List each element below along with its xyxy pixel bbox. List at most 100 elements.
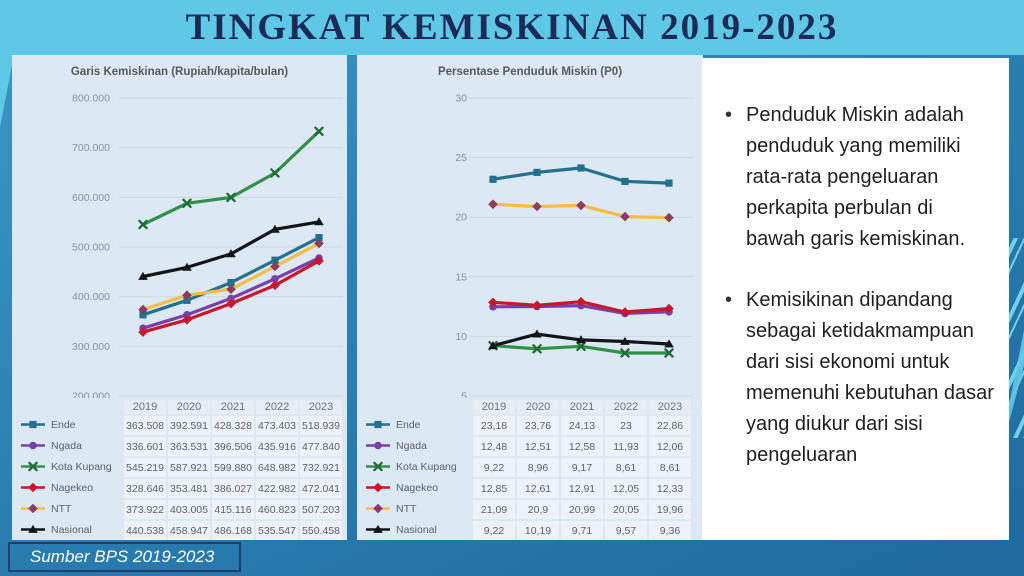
series-name: Nasional — [396, 523, 437, 536]
page-title: TINGKAT KEMISKINAN 2019-2023 — [185, 7, 839, 48]
table-cell: 392.591 — [166, 414, 210, 435]
series-name: Ende — [396, 418, 421, 431]
table-cell: 9,17 — [559, 456, 603, 477]
bullet-icon: • — [725, 104, 733, 126]
table-cell: 507.203 — [298, 498, 342, 519]
table-cell: 23,76 — [515, 414, 559, 435]
series-name: NTT — [51, 502, 72, 515]
notes-bullet-list: • Penduduk Miskin adalah penduduk yang m… — [702, 58, 1009, 471]
table-cell: 9,22 — [471, 519, 515, 540]
table-cell: 386.027 — [210, 477, 254, 498]
table-cell: 20,05 — [603, 498, 647, 519]
svg-text:700.000: 700.000 — [72, 142, 110, 154]
legend-item: Ende — [18, 414, 122, 435]
table-cell: 518.939 — [298, 414, 342, 435]
legend-item: Kota Kupang — [18, 456, 122, 477]
year-header: 2020 — [515, 398, 559, 414]
series-name: Ngada — [51, 439, 82, 452]
table-cell: 20,9 — [515, 498, 559, 519]
svg-text:10: 10 — [455, 331, 467, 343]
table-cell: 23 — [603, 414, 647, 435]
diagonal-stripes-decoration — [1007, 238, 1024, 438]
garis-kemiskinan-line-chart: 800.000 700.000 600.000 500.000 400.000 300.0… — [72, 93, 343, 398]
table-cell: 403.005 — [166, 498, 210, 519]
garis-kemiskinan-data-table: 2019 2020 2021 2022 2023 Ende 363.508 392.591 42… — [18, 398, 342, 540]
svg-text:300.000: 300.000 — [72, 341, 110, 353]
series-name: Ngada — [396, 439, 427, 452]
svg-text:30: 30 — [455, 93, 467, 105]
legend-marker-icon — [366, 441, 390, 450]
table-cell: 8,61 — [647, 456, 691, 477]
legend-marker-icon — [21, 482, 45, 493]
note-text: Penduduk Miskin adalah penduduk yang mem… — [746, 104, 965, 250]
svg-text:15: 15 — [455, 271, 467, 283]
table-cell: 545.219 — [122, 456, 166, 477]
table-cell: 11,93 — [603, 435, 647, 456]
legend-marker-icon — [21, 420, 45, 429]
table-cell: 19,96 — [647, 498, 691, 519]
series-name: Nasional — [51, 523, 92, 536]
table-cell: 8,96 — [515, 456, 559, 477]
table-cell: 21,09 — [471, 498, 515, 519]
legend-item: Ngada — [18, 435, 122, 456]
table-cell: 12,33 — [647, 477, 691, 498]
svg-text:800.000: 800.000 — [72, 93, 110, 105]
table-cell: 422.982 — [254, 477, 298, 498]
legend-marker-icon — [366, 420, 390, 429]
table-cell: 473.403 — [254, 414, 298, 435]
table-cell: 440.538 — [122, 519, 166, 540]
legend-item: NTT — [363, 498, 471, 519]
bullet-icon: • — [725, 289, 733, 311]
table-cell: 353.481 — [166, 477, 210, 498]
svg-text:25: 25 — [455, 152, 467, 164]
legend-item: Nasional — [363, 519, 471, 540]
table-cell: 12,85 — [471, 477, 515, 498]
legend-marker-icon — [21, 524, 45, 533]
table-corner — [18, 398, 122, 414]
table-cell: 22,86 — [647, 414, 691, 435]
table-cell: 458.947 — [166, 519, 210, 540]
chart-panel-garis-kemiskinan: 800.000 700.000 600.000 500.000 400.000 300.0… — [12, 55, 347, 540]
svg-text:20: 20 — [455, 212, 467, 224]
legend-item: Ende — [363, 414, 471, 435]
persentase-miskin-data-table: 2019 2020 2021 2022 2023 Ende 23,18 23,76 24,13 2… — [363, 398, 691, 540]
table-cell: 9,36 — [647, 519, 691, 540]
notes-panel: • Penduduk Miskin adalah penduduk yang m… — [702, 58, 1009, 540]
table-cell: 9,71 — [559, 519, 603, 540]
source-label-box: Sumber BPS 2019-2023 — [8, 542, 241, 572]
note-text: Kemisikinan dipandang sebagai ketidakmam… — [746, 289, 994, 466]
persentase-miskin-line-chart: 30 25 20 15 10 5 — [455, 93, 693, 398]
year-header: 2022 — [254, 398, 298, 414]
table-cell: 472.041 — [298, 477, 342, 498]
table-cell: 12,06 — [647, 435, 691, 456]
table-cell: 12,51 — [515, 435, 559, 456]
table-cell: 336.601 — [122, 435, 166, 456]
table-cell: 12,91 — [559, 477, 603, 498]
legend-item: Ngada — [363, 435, 471, 456]
legend-marker-icon — [21, 441, 45, 450]
table-cell: 486.168 — [210, 519, 254, 540]
year-header: 2019 — [471, 398, 515, 414]
note-item: • Kemisikinan dipandang sebagai ketidakm… — [722, 285, 995, 471]
title-band: TINGKAT KEMISKINAN 2019-2023 — [0, 0, 1024, 55]
year-header: 2019 — [122, 398, 166, 414]
legend-marker-icon — [366, 503, 390, 514]
legend-item: Nagekeo — [363, 477, 471, 498]
svg-text:500.000: 500.000 — [72, 242, 110, 254]
legend-item: Kota Kupang — [363, 456, 471, 477]
note-item: • Penduduk Miskin adalah penduduk yang m… — [722, 100, 995, 255]
year-header: 2023 — [298, 398, 342, 414]
year-header: 2023 — [647, 398, 691, 414]
table-cell: 599.880 — [210, 456, 254, 477]
table-cell: 12,05 — [603, 477, 647, 498]
table-cell: 587.921 — [166, 456, 210, 477]
year-header: 2022 — [603, 398, 647, 414]
series-name: Nagekeo — [396, 481, 439, 494]
table-cell: 428.328 — [210, 414, 254, 435]
table-cell: 24,13 — [559, 414, 603, 435]
table-cell: 396.506 — [210, 435, 254, 456]
svg-text:400.000: 400.000 — [72, 291, 110, 303]
table-cell: 12,61 — [515, 477, 559, 498]
chart-panel-persentase-miskin: 30 25 20 15 10 5 Persentase Penduduk Miskin (… — [357, 55, 703, 540]
legend-item: NTT — [18, 498, 122, 519]
